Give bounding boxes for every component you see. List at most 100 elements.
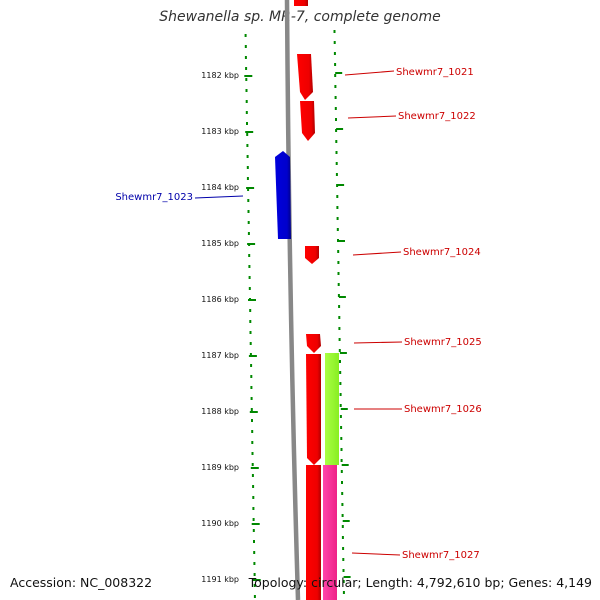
- ruler-dot: [250, 386, 253, 389]
- ruler-dot: [251, 419, 253, 422]
- ruler-dot: [341, 492, 344, 495]
- ruler-minor-tick: [340, 408, 348, 410]
- feature-magenta-bar[interactable]: [323, 465, 337, 600]
- ruler-dot: [245, 78, 248, 81]
- ruler-dot: [342, 547, 345, 550]
- ruler-dot: [339, 371, 342, 374]
- ruler-dot: [249, 320, 252, 323]
- ruler-dot: [333, 52, 336, 55]
- ruler-dot: [340, 459, 343, 462]
- ruler-dot: [342, 569, 345, 572]
- ruler-dot: [334, 96, 337, 99]
- leader-line-1024: [352, 251, 402, 256]
- ruler-dot: [248, 265, 251, 268]
- gene-shewmr7-1026[interactable]: [306, 354, 321, 465]
- ruler-dot: [247, 221, 250, 224]
- gene-partial-top[interactable]: [294, 0, 308, 6]
- ruler-dot: [339, 393, 342, 396]
- ruler-dot: [341, 481, 343, 484]
- gene-shewmr7-1027[interactable]: [306, 465, 321, 600]
- ruler-dot: [334, 63, 337, 66]
- ruler-minor-tick: [338, 240, 345, 242]
- ruler-dot: [342, 558, 345, 561]
- ruler-dot: [246, 155, 249, 158]
- ruler-dot: [249, 353, 252, 356]
- ruler-dot: [340, 437, 343, 440]
- leader-line-1021: [344, 70, 395, 76]
- gene-label-1026[interactable]: Shewmr7_1026: [404, 404, 482, 415]
- ruler-dot: [251, 441, 254, 444]
- ruler-dot: [341, 536, 344, 539]
- ruler-dot: [338, 327, 341, 330]
- feature-lime-bar[interactable]: [325, 353, 339, 465]
- ruler-dot: [253, 584, 256, 587]
- gene-label-1027[interactable]: Shewmr7_1027: [402, 550, 480, 561]
- ruler-dot: [250, 364, 253, 367]
- ruler-dot: [247, 210, 250, 213]
- tick-label-1186: 1186 kbp: [201, 295, 239, 304]
- ruler-dot: [338, 305, 341, 308]
- ruler-dot: [248, 254, 251, 257]
- genome-title: Shewanella sp. MR-7, complete genome: [159, 9, 441, 25]
- ruler-dot: [245, 67, 248, 70]
- ruler-dot: [246, 122, 248, 125]
- ruler-dot: [337, 283, 340, 286]
- ruler-dot: [338, 349, 341, 352]
- ruler-major-tick: [250, 467, 259, 469]
- ruler-left: [244, 34, 261, 598]
- ruler-dot: [251, 463, 254, 466]
- ruler-dot: [340, 448, 343, 451]
- gene-shewmr7-1024[interactable]: [305, 246, 319, 264]
- ruler-dot: [246, 133, 249, 136]
- gene-shewmr7-1022[interactable]: [300, 101, 315, 141]
- leader-line-1027: [351, 552, 401, 556]
- ruler-dot: [247, 232, 250, 235]
- ruler-dot: [247, 188, 250, 191]
- gene-label-1022[interactable]: Shewmr7_1022: [398, 111, 476, 122]
- gene-label-1023[interactable]: Shewmr7_1023: [115, 192, 193, 203]
- ruler-dot: [244, 34, 247, 37]
- ruler-dot: [336, 228, 339, 231]
- ruler-minor-tick: [343, 576, 351, 578]
- gene-label-1021[interactable]: Shewmr7_1021: [396, 67, 474, 78]
- gene-label-1024[interactable]: Shewmr7_1024: [403, 247, 481, 258]
- tick-label-1185: 1185 kbp: [201, 239, 239, 248]
- ruler-dot: [244, 45, 247, 48]
- ruler-dot: [339, 404, 342, 407]
- gene-shewmr7-1025[interactable]: [306, 334, 321, 353]
- ruler-dot: [249, 342, 252, 345]
- ruler-dot: [247, 199, 250, 202]
- tick-label-1183: 1183 kbp: [201, 127, 239, 136]
- ruler-dot: [244, 56, 247, 59]
- ruler-dot: [253, 573, 256, 576]
- ruler-dot: [337, 261, 340, 264]
- gene-shewmr7-1023[interactable]: [275, 151, 291, 239]
- ruler-dot: [248, 276, 251, 279]
- gene-label-1025[interactable]: Shewmr7_1025: [404, 337, 482, 348]
- ruler-dot: [342, 591, 345, 594]
- ruler-major-tick: [248, 299, 256, 301]
- ruler-dot: [252, 529, 255, 532]
- ruler-dot: [249, 331, 252, 334]
- footer-topology: Topology: circular; Length: 4,792,610 bp…: [248, 575, 592, 590]
- ruler-major-tick: [246, 187, 255, 189]
- ruler-dot: [251, 452, 254, 455]
- leader-line-1022: [347, 115, 397, 119]
- ruler-dot: [334, 107, 337, 110]
- gene-shewmr7-1021[interactable]: [297, 54, 313, 100]
- ruler-dot: [245, 111, 248, 114]
- ruler-dot: [245, 89, 248, 92]
- ruler-dot: [250, 397, 253, 400]
- ruler-dot: [253, 551, 256, 554]
- ruler-dot: [336, 206, 339, 209]
- ruler-major-tick: [247, 243, 256, 245]
- ruler-major-tick: [248, 355, 257, 357]
- ruler-minor-tick: [342, 520, 350, 522]
- ruler-dot: [253, 540, 255, 543]
- ruler-dot: [245, 100, 248, 103]
- genome-backbone: [284, 0, 301, 600]
- tick-label-1187: 1187 kbp: [201, 351, 239, 360]
- ruler-dot: [333, 41, 336, 44]
